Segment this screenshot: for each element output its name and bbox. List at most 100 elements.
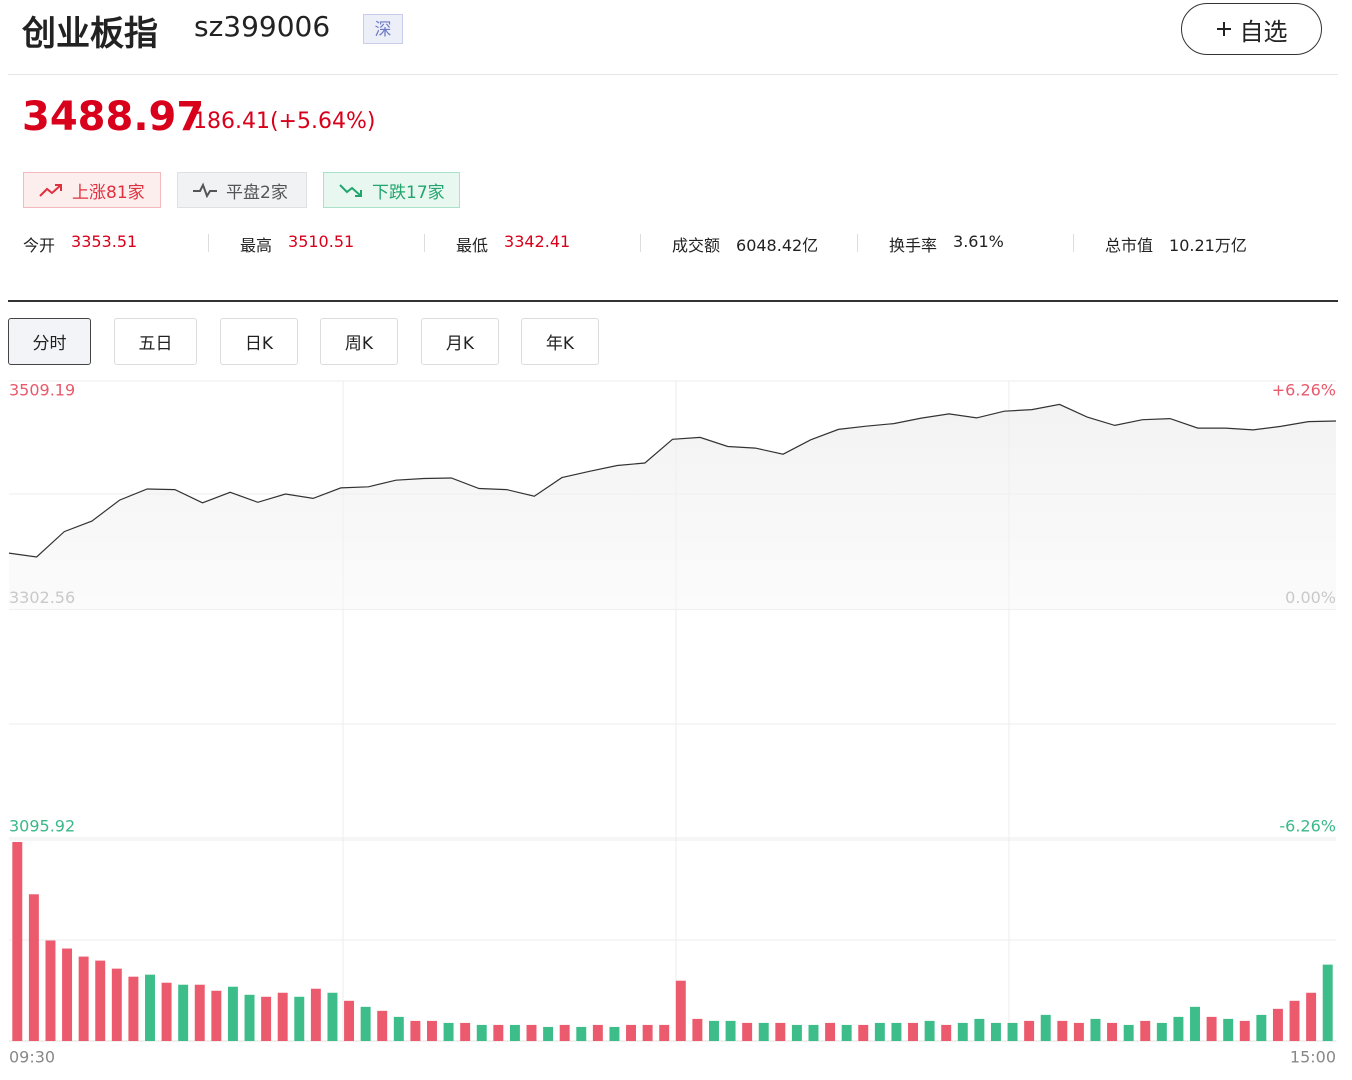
- stat-label: 最高: [240, 236, 273, 255]
- tab[interactable]: 周K: [320, 318, 398, 365]
- breadth-label: 上涨81家: [72, 182, 145, 203]
- breadth-flat[interactable]: 平盘2家: [177, 172, 307, 208]
- breadth-up[interactable]: 上涨81家: [23, 172, 161, 208]
- volume-bar: [990, 1022, 1001, 1041]
- volume-bar: [393, 1016, 404, 1041]
- stat-separator: [857, 234, 858, 252]
- volume-bar: [28, 894, 39, 1041]
- stat-label: 今开: [23, 236, 56, 255]
- volume-bar: [874, 1022, 885, 1041]
- breadth-down[interactable]: 下跌17家: [323, 172, 460, 208]
- volume-bar: [1322, 964, 1333, 1041]
- volume-bar: [941, 1024, 952, 1041]
- divider: [8, 74, 1338, 75]
- exchange-tag: 深: [363, 14, 403, 44]
- stat-value: 10.21万亿: [1169, 236, 1247, 255]
- volume-bar: [1206, 1016, 1217, 1041]
- tab[interactable]: 分时: [8, 318, 91, 365]
- volume-bar: [576, 1026, 587, 1041]
- volume-bar: [377, 1010, 388, 1041]
- volume-bar: [858, 1024, 869, 1041]
- stat-separator: [208, 234, 209, 252]
- tab[interactable]: 月K: [421, 318, 499, 365]
- volume-bar: [1073, 1022, 1084, 1041]
- volume-bar: [775, 1022, 786, 1041]
- volume-bar: [261, 996, 272, 1041]
- volume-bar: [460, 1022, 471, 1041]
- volume-bar: [111, 968, 122, 1041]
- stat-label: 总市值: [1105, 236, 1154, 255]
- tab[interactable]: 五日: [114, 318, 197, 365]
- volume-bar: [244, 994, 255, 1041]
- price-change: 186.41(+5.64%): [193, 109, 376, 134]
- volume-bar: [95, 960, 106, 1041]
- index-name: 创业板指: [22, 14, 158, 54]
- stat-item: 今开 3353.51: [23, 232, 137, 256]
- volume-bar: [211, 990, 222, 1041]
- volume-bar: [791, 1024, 802, 1041]
- volume-bar: [1223, 1018, 1234, 1041]
- watch-label[interactable]: 自选: [1239, 17, 1288, 46]
- volume-bar: [1306, 992, 1317, 1041]
- stat-value: 3342.41: [504, 232, 571, 251]
- stat-label: 成交额: [672, 236, 721, 255]
- volume-bar: [609, 1026, 620, 1041]
- volume-bar: [344, 1000, 355, 1041]
- volume-bar: [476, 1024, 487, 1041]
- stat-value: 3510.51: [288, 232, 355, 251]
- volume-bar: [1007, 1022, 1018, 1041]
- volume-bar: [924, 1020, 935, 1041]
- plus-icon: [1216, 22, 1231, 36]
- volume-bar: [675, 980, 686, 1041]
- volume-bar: [443, 1022, 454, 1041]
- volume-bar: [227, 986, 238, 1041]
- stat-item: 总市值 10.21万亿: [1105, 232, 1247, 256]
- tab[interactable]: 日K: [220, 318, 298, 365]
- tab[interactable]: 年K: [521, 318, 599, 365]
- y-tick-label: 3509.19: [9, 381, 75, 400]
- volume-bar: [1239, 1020, 1250, 1041]
- volume-bar: [825, 1022, 836, 1041]
- volume-bar: [78, 956, 89, 1041]
- volume-bar: [1107, 1022, 1118, 1041]
- volume-bar: [1040, 1014, 1051, 1041]
- stat-item: 最低 3342.41: [456, 232, 570, 256]
- watch-button[interactable]: 自选: [1181, 3, 1322, 55]
- stat-label: 换手率: [889, 236, 938, 255]
- price-line: [8, 403, 1337, 558]
- volume-bar: [1289, 1000, 1300, 1041]
- volume-bar: [45, 940, 56, 1041]
- volume-bar: [1256, 1014, 1267, 1041]
- breadth-label: 下跌17家: [372, 182, 445, 203]
- volume-bar: [128, 976, 139, 1041]
- volume-bar: [1140, 1020, 1151, 1041]
- volume-bar: [659, 1024, 670, 1041]
- volume-bar: [62, 948, 73, 1041]
- volume-bar: [957, 1022, 968, 1041]
- up-icon: [39, 184, 62, 197]
- divider: [8, 300, 1338, 302]
- volume-bar: [178, 984, 189, 1041]
- volume-bar: [493, 1024, 504, 1041]
- stat-separator: [640, 234, 641, 252]
- volume-bar: [161, 982, 172, 1041]
- price-area: [9, 404, 1336, 610]
- volume-bar: [294, 996, 305, 1041]
- volume-bar: [725, 1020, 736, 1041]
- index-code: sz399006: [194, 10, 331, 43]
- volume-bar: [891, 1022, 902, 1041]
- stat-item: 换手率 3.61%: [889, 232, 1004, 256]
- stat-value: 6048.42亿: [736, 236, 819, 255]
- volume-bar: [692, 1018, 703, 1041]
- volume-bar: [145, 974, 155, 1041]
- y-tick-label: 3095.92: [9, 817, 75, 836]
- volume-bar: [360, 1006, 371, 1041]
- breadth-label: 平盘2家: [226, 182, 288, 203]
- volume-bar: [626, 1024, 637, 1041]
- volume-bar: [410, 1020, 421, 1041]
- volume-bar: [194, 984, 205, 1041]
- volume-bar: [277, 992, 288, 1041]
- volume-bar: [758, 1022, 769, 1041]
- stat-separator: [1073, 234, 1074, 252]
